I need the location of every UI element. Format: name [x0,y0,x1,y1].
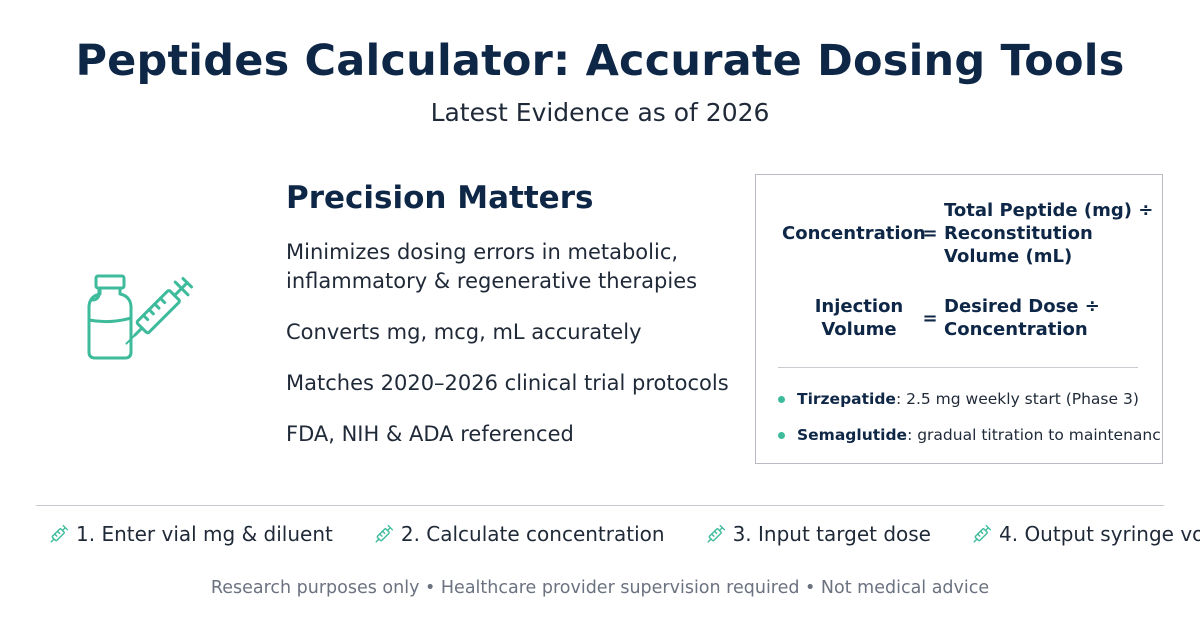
page-title: Peptides Calculator: Accurate Dosing Too… [75,36,1125,86]
syringe-icon [50,524,70,544]
drug-name: Semaglutide [797,426,908,444]
equals-sign: = [922,307,938,329]
page-subtitle: Latest Evidence as of 2026 [430,98,770,127]
step-label: 3. Input target dose [732,522,931,546]
drug-name: Tirzepatide [797,390,896,408]
syringe-icon [707,524,727,544]
formula-rhs-line: Volume (mL) [944,246,1073,267]
formula-rhs-line: Total Peptide (mg) ÷ [944,200,1154,221]
step-item: 1. Enter vial mg & diluent [50,522,333,546]
formula-lhs: Concentration [782,223,926,244]
step-item: 3. Input target dose [707,522,931,546]
equals-sign: = [922,223,938,244]
example-item: Semaglutide : gradual titration to maint… [778,426,1161,444]
step-item: 4. Output syringe volume [973,522,1200,546]
formula-rhs-line: Reconstitution [944,223,1093,244]
bullet-dot-icon [778,395,785,403]
syringe-icon [375,524,395,544]
formula-rhs-line: Concentration [944,319,1088,340]
syringe-icon [973,524,993,544]
formula-lhs-line: Volume [821,319,897,340]
step-item: 2. Calculate concentration [375,522,665,546]
steps-row: 1. Enter vial mg & diluent 2. Calculate … [50,522,1200,546]
formula-rhs: Desired Dose ÷ Concentration [944,295,1100,341]
step-label: 1. Enter vial mg & diluent [76,522,333,546]
step-label: 4. Output syringe volume [999,522,1200,546]
formula-panel: Concentration = Total Peptide (mg) ÷ Rec… [755,174,1163,464]
formula-rhs: Total Peptide (mg) ÷ Reconstitution Volu… [944,199,1153,268]
precision-heading: Precision Matters [286,180,594,216]
formula-lhs-line: Injection [814,296,904,317]
divider [36,505,1164,506]
drug-detail: : gradual titration to maintenanc [907,426,1161,444]
step-label: 2. Calculate concentration [400,522,665,546]
feature-item: Minimizes dosing errors in metabolic, in… [286,240,698,293]
feature-item: Matches 2020–2026 clinical trial protoco… [286,371,729,395]
formula-rhs-line: Desired Dose ÷ [944,296,1100,317]
concentration-formula: Concentration = Total Peptide (mg) ÷ Rec… [782,199,1153,268]
drug-detail: : 2.5 mg weekly start (Phase 3) [895,390,1139,408]
feature-item: FDA, NIH & ADA referenced [286,422,574,446]
bullet-dot-icon [778,431,785,439]
divider [778,367,1138,368]
formula-lhs: Injection Volume [802,295,916,341]
precision-section: Precision Matters Minimizes dosing error… [286,180,746,471]
example-item: Tirzepatide : 2.5 mg weekly start (Phase… [778,390,1139,408]
disclaimer-text: Research purposes only • Healthcare prov… [210,578,990,598]
vial-syringe-icon [80,272,204,368]
injection-volume-formula: Injection Volume = Desired Dose ÷ Concen… [782,295,1100,341]
feature-item: Converts mg, mcg, mL accurately [286,320,642,344]
